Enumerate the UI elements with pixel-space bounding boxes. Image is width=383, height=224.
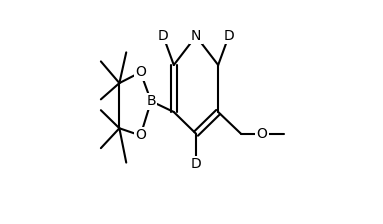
Text: B: B	[146, 94, 156, 108]
Text: O: O	[135, 65, 146, 79]
Text: O: O	[257, 127, 267, 141]
Text: D: D	[158, 29, 169, 43]
Text: D: D	[191, 157, 201, 171]
Text: O: O	[135, 129, 146, 142]
Text: N: N	[191, 29, 201, 43]
Text: D: D	[223, 29, 234, 43]
